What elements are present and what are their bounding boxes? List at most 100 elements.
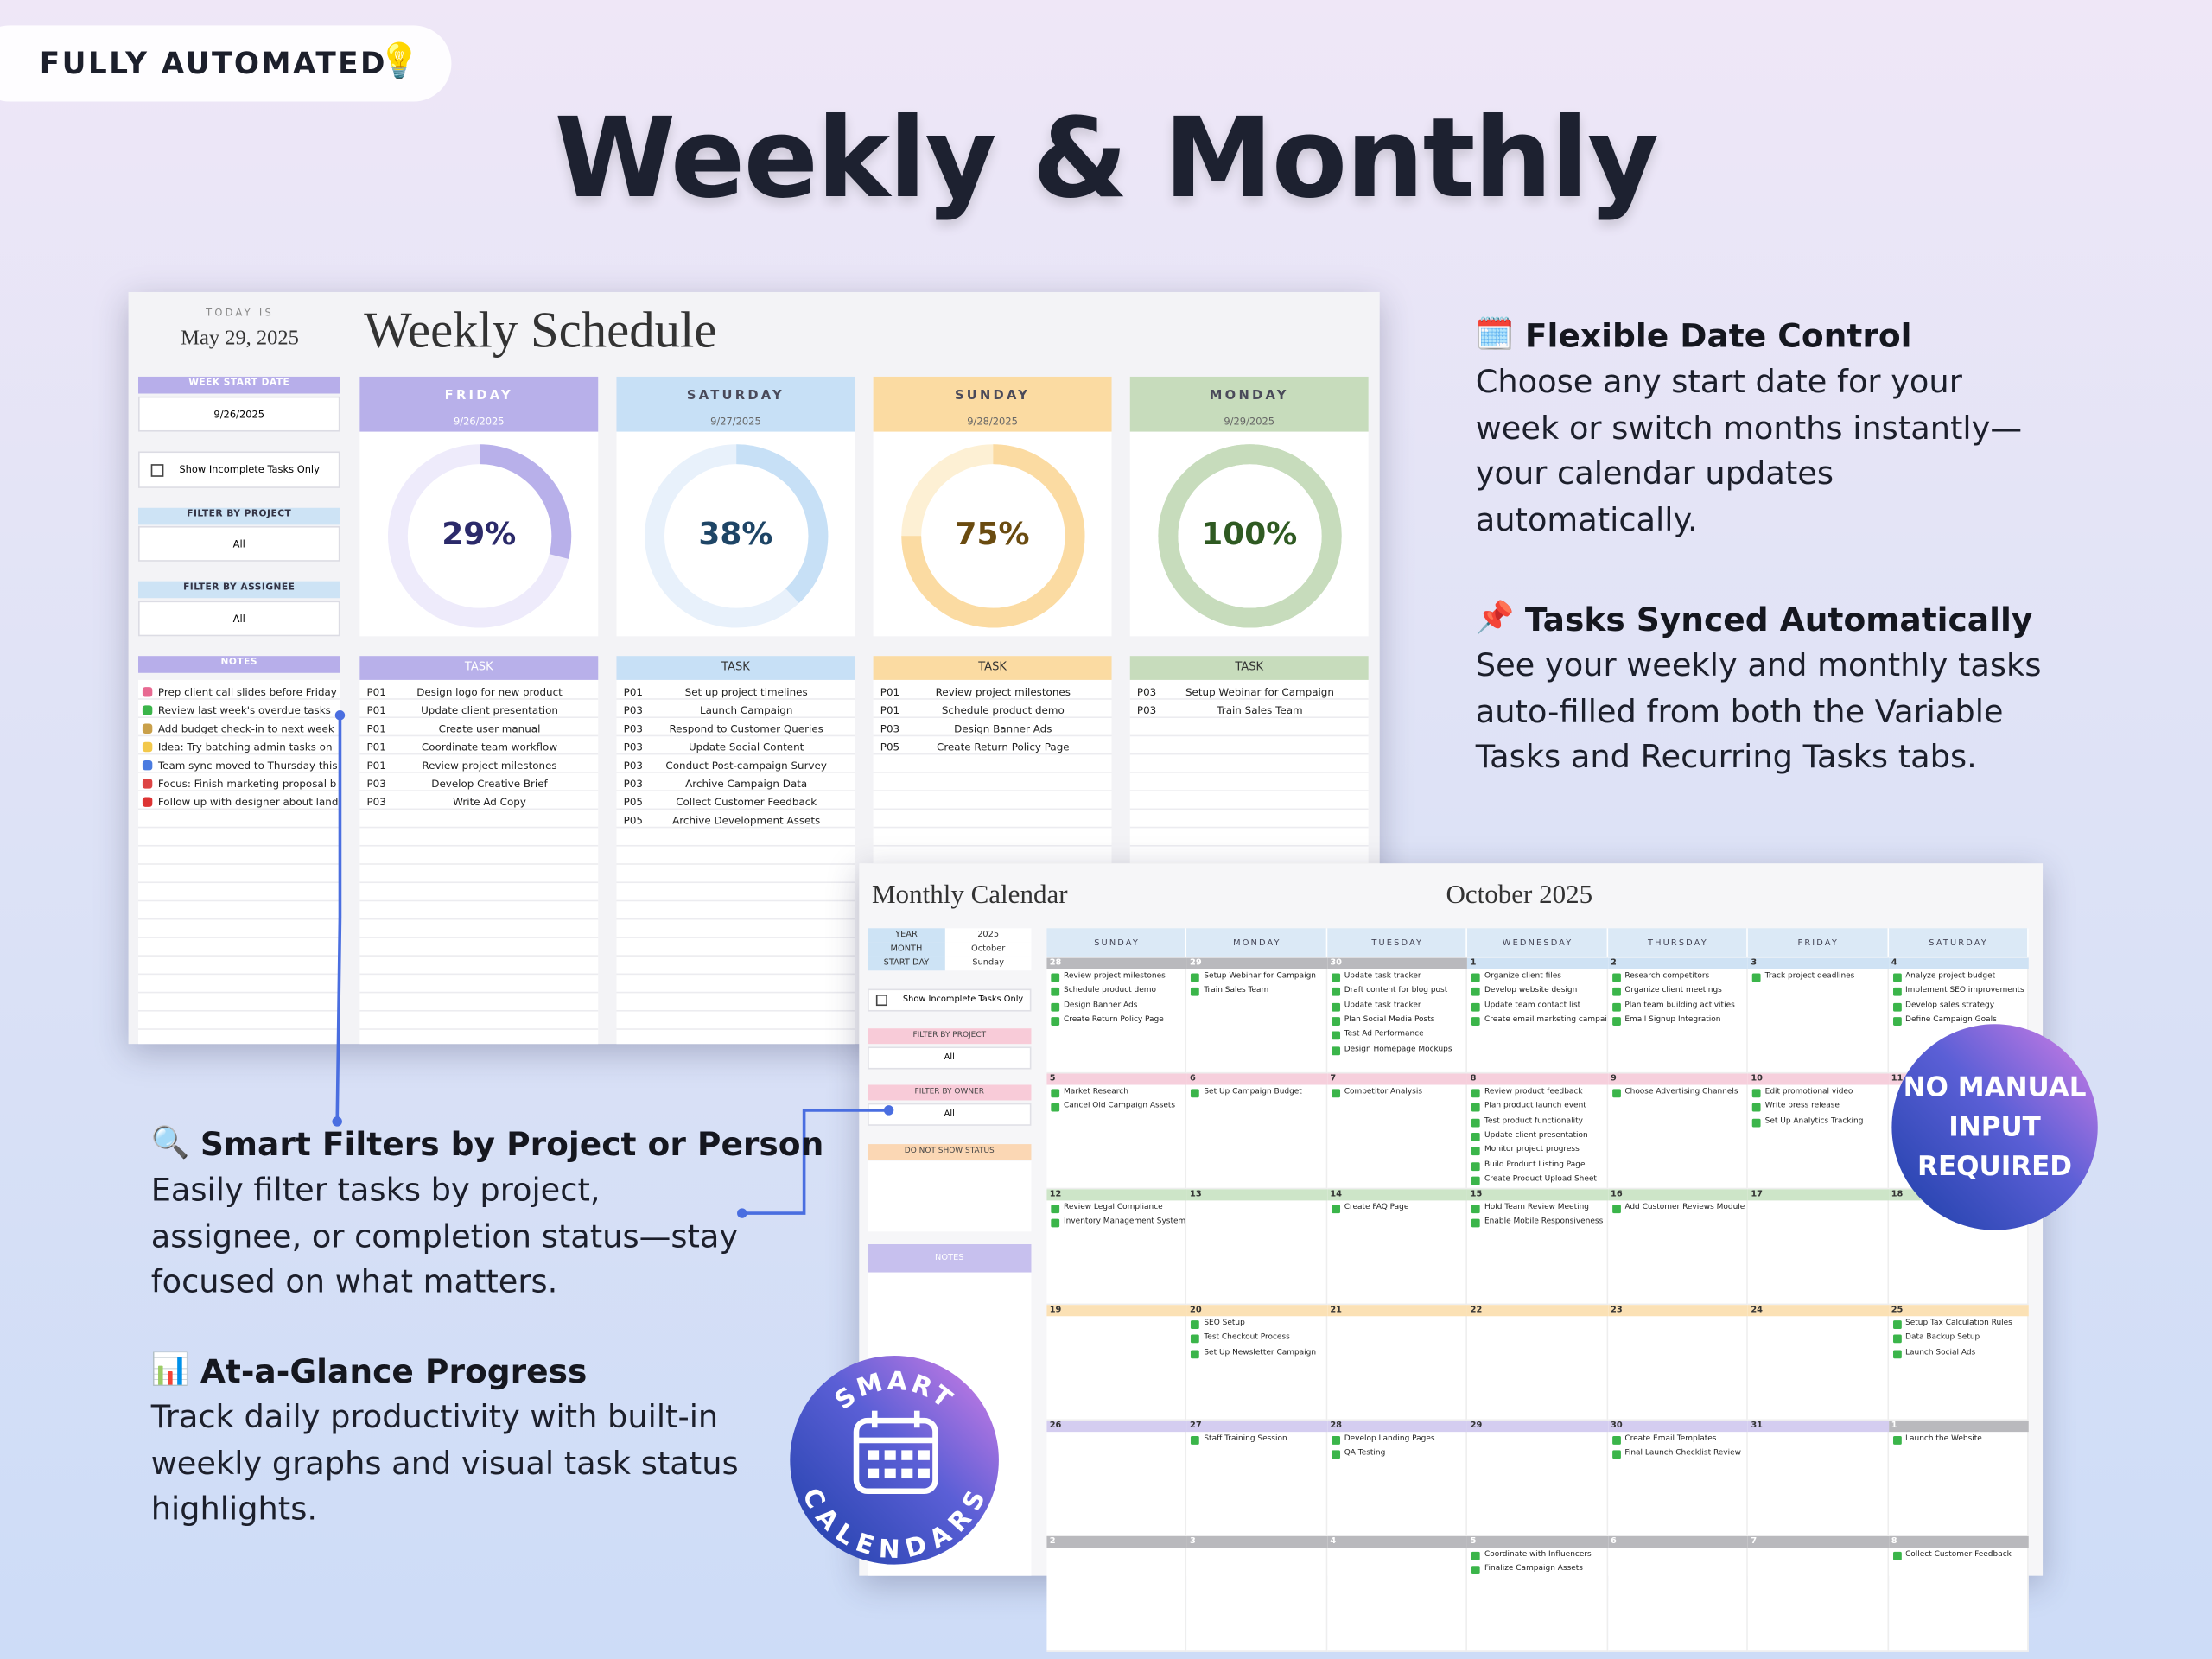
row-line <box>138 808 340 810</box>
date-number: 25 <box>1891 1305 1904 1315</box>
sticker-line: NO MANUAL <box>1903 1071 2087 1103</box>
task-icon <box>1051 1089 1060 1098</box>
day-cell <box>1467 1189 1608 1306</box>
task-name: Develop Creative Brief <box>431 777 548 791</box>
task-icon <box>1471 1016 1481 1026</box>
task-project: P03 <box>1136 703 1157 717</box>
task-icon <box>1892 973 1902 982</box>
setting-key-bg <box>868 956 945 971</box>
task-header-text: TASK <box>1235 660 1264 673</box>
task-icon <box>1611 1450 1621 1459</box>
date-strip <box>1467 1305 1608 1317</box>
sidebar-header: FILTER BY PROJECT <box>138 507 340 525</box>
weekday: SUNDAY <box>1094 938 1140 949</box>
calendar-task: Competitor Analysis <box>1344 1087 1423 1096</box>
day-cell <box>1327 957 1468 1074</box>
field-text: Show Incomplete Tasks Only <box>902 995 1024 1005</box>
weekday-cell <box>1467 928 1608 957</box>
calendar-task: Schedule product demo <box>1064 986 1157 995</box>
calendar-task: Monitor project progress <box>1484 1146 1580 1154</box>
note-bullet <box>142 705 153 715</box>
feature-title: Smart Filters by Project or Person <box>200 1127 824 1164</box>
task-project: P03 <box>623 703 643 717</box>
calendar-task: Build Product Listing Page <box>1484 1160 1586 1169</box>
day-cell <box>1186 957 1328 1074</box>
task-icon <box>1191 988 1200 997</box>
calendar-task: Cancel Old Campaign Assets <box>1064 1102 1176 1111</box>
task-icon <box>1471 973 1481 982</box>
date-number: 28 <box>1049 957 1062 968</box>
row-line <box>359 937 599 938</box>
task-icon <box>1471 1147 1481 1156</box>
connector <box>335 715 342 1122</box>
task-icon <box>1892 1349 1902 1358</box>
date-number: 8 <box>1891 1535 1897 1547</box>
connector-dot <box>332 1116 342 1127</box>
day-cell <box>1748 1189 1889 1306</box>
donut-arc <box>1157 444 1341 628</box>
task-project: P03 <box>623 777 643 791</box>
row-line <box>138 1009 340 1012</box>
feature-text: your calendar updates <box>1475 455 1834 493</box>
task-name: Set up project timelines <box>684 685 808 699</box>
date-number: 29 <box>1470 1421 1483 1431</box>
row-line <box>138 937 340 938</box>
row-line <box>1129 716 1369 719</box>
task-icon <box>1331 1089 1340 1098</box>
day-cell <box>1327 1421 1468 1536</box>
date-number: 17 <box>1751 1189 1764 1199</box>
task-name: Review project milestones <box>935 685 1071 699</box>
task-project: P01 <box>366 703 386 717</box>
task-name: Update client presentation <box>421 703 558 717</box>
date-number: 9 <box>1611 1073 1617 1084</box>
row-line <box>359 844 599 847</box>
row-line <box>873 772 1112 773</box>
day-date: 9/27/2025 <box>710 416 761 428</box>
calendar-task: Test Checkout Process <box>1204 1333 1290 1343</box>
row-line <box>138 753 340 755</box>
task-name: Archive Development Assets <box>672 814 821 827</box>
date-strip <box>1046 1073 1187 1085</box>
day-header <box>1129 376 1369 432</box>
task-icon <box>1331 1031 1340 1040</box>
task-icon <box>1471 1551 1481 1560</box>
row-line <box>138 734 340 737</box>
date-strip <box>1607 1189 1749 1201</box>
note: Idea: Try batching admin tasks on <box>157 741 333 753</box>
calendar-task: Review product feedback <box>1484 1087 1583 1096</box>
day-cell <box>1327 1535 1468 1652</box>
task-name: Design logo for new product <box>416 685 563 699</box>
weekday: TUESDAY <box>1371 938 1424 949</box>
date-strip <box>1607 957 1749 969</box>
feature-text: See your weekly and monthly tasks <box>1475 647 2042 684</box>
weekday-cell <box>1888 928 2029 957</box>
header-text: FILTER BY PROJECT <box>187 507 292 519</box>
date-strip <box>1186 1305 1328 1317</box>
monthly-title: Monthly Calendar <box>871 880 1068 911</box>
date-strip <box>1748 1421 1889 1433</box>
calendar-task: Test Ad Performance <box>1344 1030 1424 1039</box>
day-cell <box>1607 1305 1749 1421</box>
day-cell <box>1186 1305 1328 1421</box>
today-label: TODAY IS <box>206 307 274 319</box>
percent-label: 100% <box>1201 518 1298 553</box>
task-icon <box>1331 1436 1340 1445</box>
date-strip <box>1186 1535 1328 1548</box>
row-line <box>359 716 599 719</box>
date-number: 15 <box>1470 1189 1483 1199</box>
header-text: FILTER BY ASSIGNEE <box>183 581 296 593</box>
calendar-task: Collect Customer Feedback <box>1905 1550 2012 1560</box>
task-icon <box>1191 1334 1200 1344</box>
date-strip <box>1748 1189 1889 1201</box>
calendar-task: Review project milestones <box>1064 971 1166 981</box>
date-strip <box>1467 1189 1608 1201</box>
task-header: TASK <box>1129 656 1369 680</box>
row-line <box>138 918 340 920</box>
calendar-task: Define Campaign Goals <box>1905 1015 1997 1025</box>
calendar-task: Data Backup Setup <box>1905 1333 1980 1343</box>
feature-text: automatically. <box>1475 502 1698 539</box>
setting-key: MONTH <box>890 944 923 954</box>
calendar-task: Choose Advertising Channels <box>1624 1087 1738 1096</box>
connector-dot <box>883 1105 894 1116</box>
